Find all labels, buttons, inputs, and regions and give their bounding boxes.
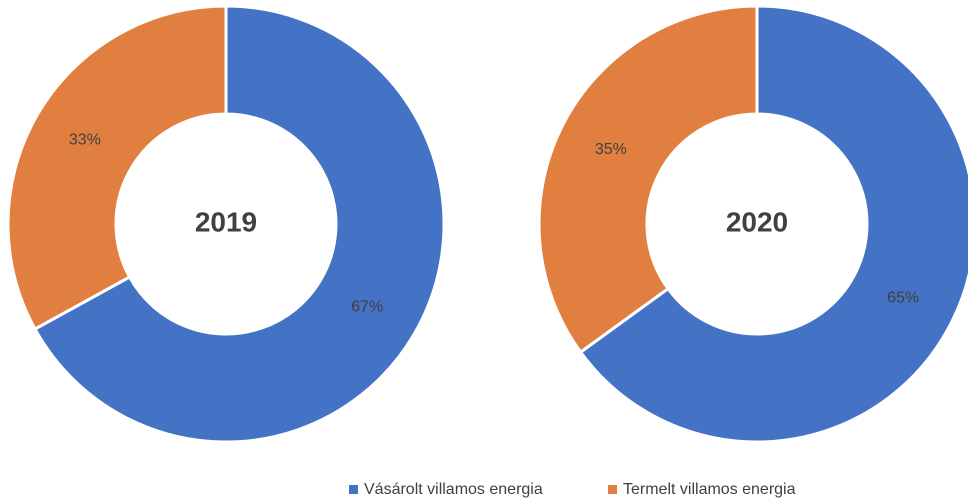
legend-label: Vásárolt villamos energia (364, 481, 543, 498)
chart-title: 2019 (195, 206, 257, 237)
chart-title: 2020 (726, 206, 788, 237)
data-label: 35% (595, 141, 627, 158)
data-label: 67% (351, 299, 383, 316)
data-label: 33% (69, 132, 101, 149)
donut-segment (537, 4, 759, 355)
legend-swatch (349, 485, 358, 494)
legend-label: Termelt villamos energia (623, 481, 796, 498)
donut-segment (578, 4, 968, 444)
legend-swatch (608, 485, 617, 494)
donut-segment (6, 4, 228, 332)
donut-segment (32, 4, 446, 444)
data-label: 65% (887, 290, 919, 307)
